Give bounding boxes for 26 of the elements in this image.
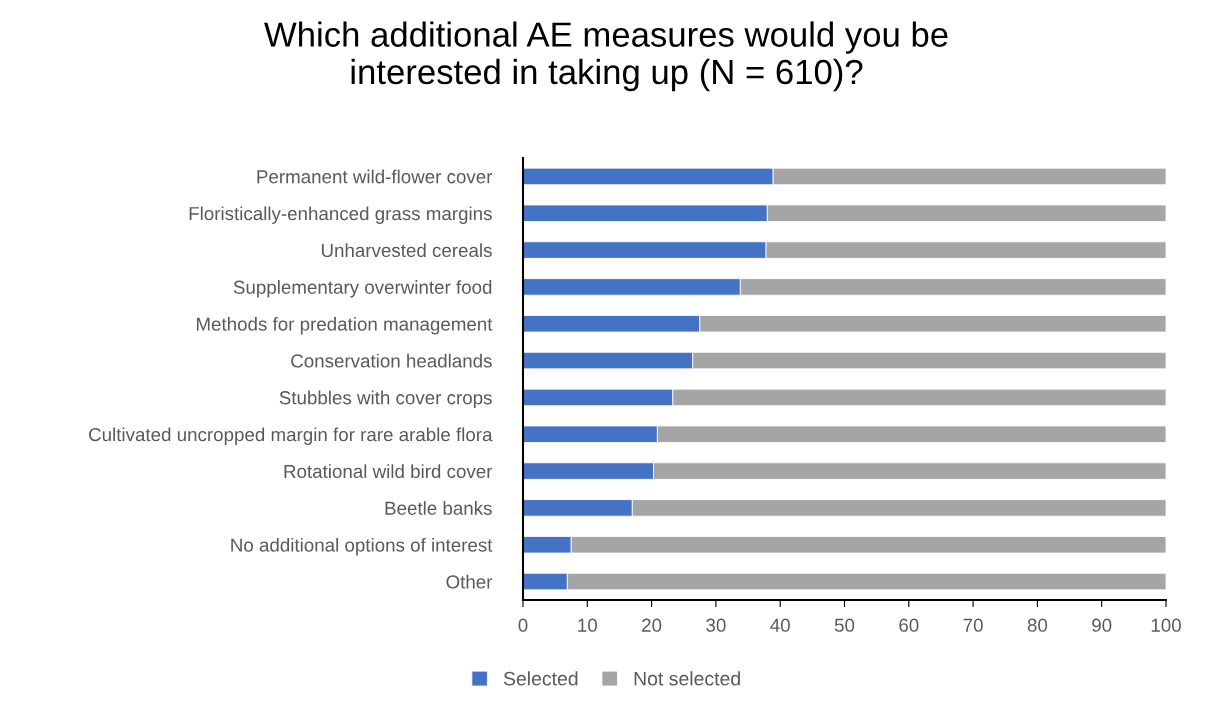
legend-label: Selected: [503, 671, 578, 686]
chart-title: Which additional AE measures would you be interested in taking up (N = 610)?: [264, 21, 948, 92]
y-tick-label: Unharvested cereals: [321, 243, 492, 258]
y-tick-label: Methods for predation management: [196, 316, 493, 335]
x-tick-label: 70: [963, 618, 983, 632]
x-tick-label: 60: [899, 618, 919, 632]
x-tick-label: 20: [642, 618, 662, 632]
y-tick-label: Permanent wild-flower cover: [257, 169, 493, 184]
x-tick-label: 100: [1151, 618, 1181, 632]
x-tick-label: 40: [770, 618, 790, 632]
y-tick-label: No additional options of interest: [231, 537, 493, 556]
x-tick-label: 30: [706, 618, 726, 632]
y-tick-label: Cultivated uncropped margin for rare arable flora: [89, 427, 493, 445]
x-tick-label: 10: [578, 618, 597, 632]
x-tick-label: 90: [1092, 618, 1112, 632]
y-tick-label: Stubbles with cover crops: [279, 390, 492, 409]
y-tick-label: Conservation headlands: [291, 353, 492, 368]
legend-label: Not selected: [634, 671, 740, 686]
y-tick-label: Rotational wild bird cover: [284, 464, 493, 479]
y-tick-label: Floristically-enhanced grass margins: [189, 206, 492, 224]
x-tick-label: 80: [1027, 618, 1048, 632]
y-tick-label: Beetle banks: [385, 501, 492, 515]
y-tick-label: Supplementary overwinter food: [233, 280, 492, 298]
x-tick-label: 0: [518, 618, 528, 632]
x-tick-label: 50: [834, 618, 855, 632]
y-tick-label: Other: [446, 574, 493, 589]
